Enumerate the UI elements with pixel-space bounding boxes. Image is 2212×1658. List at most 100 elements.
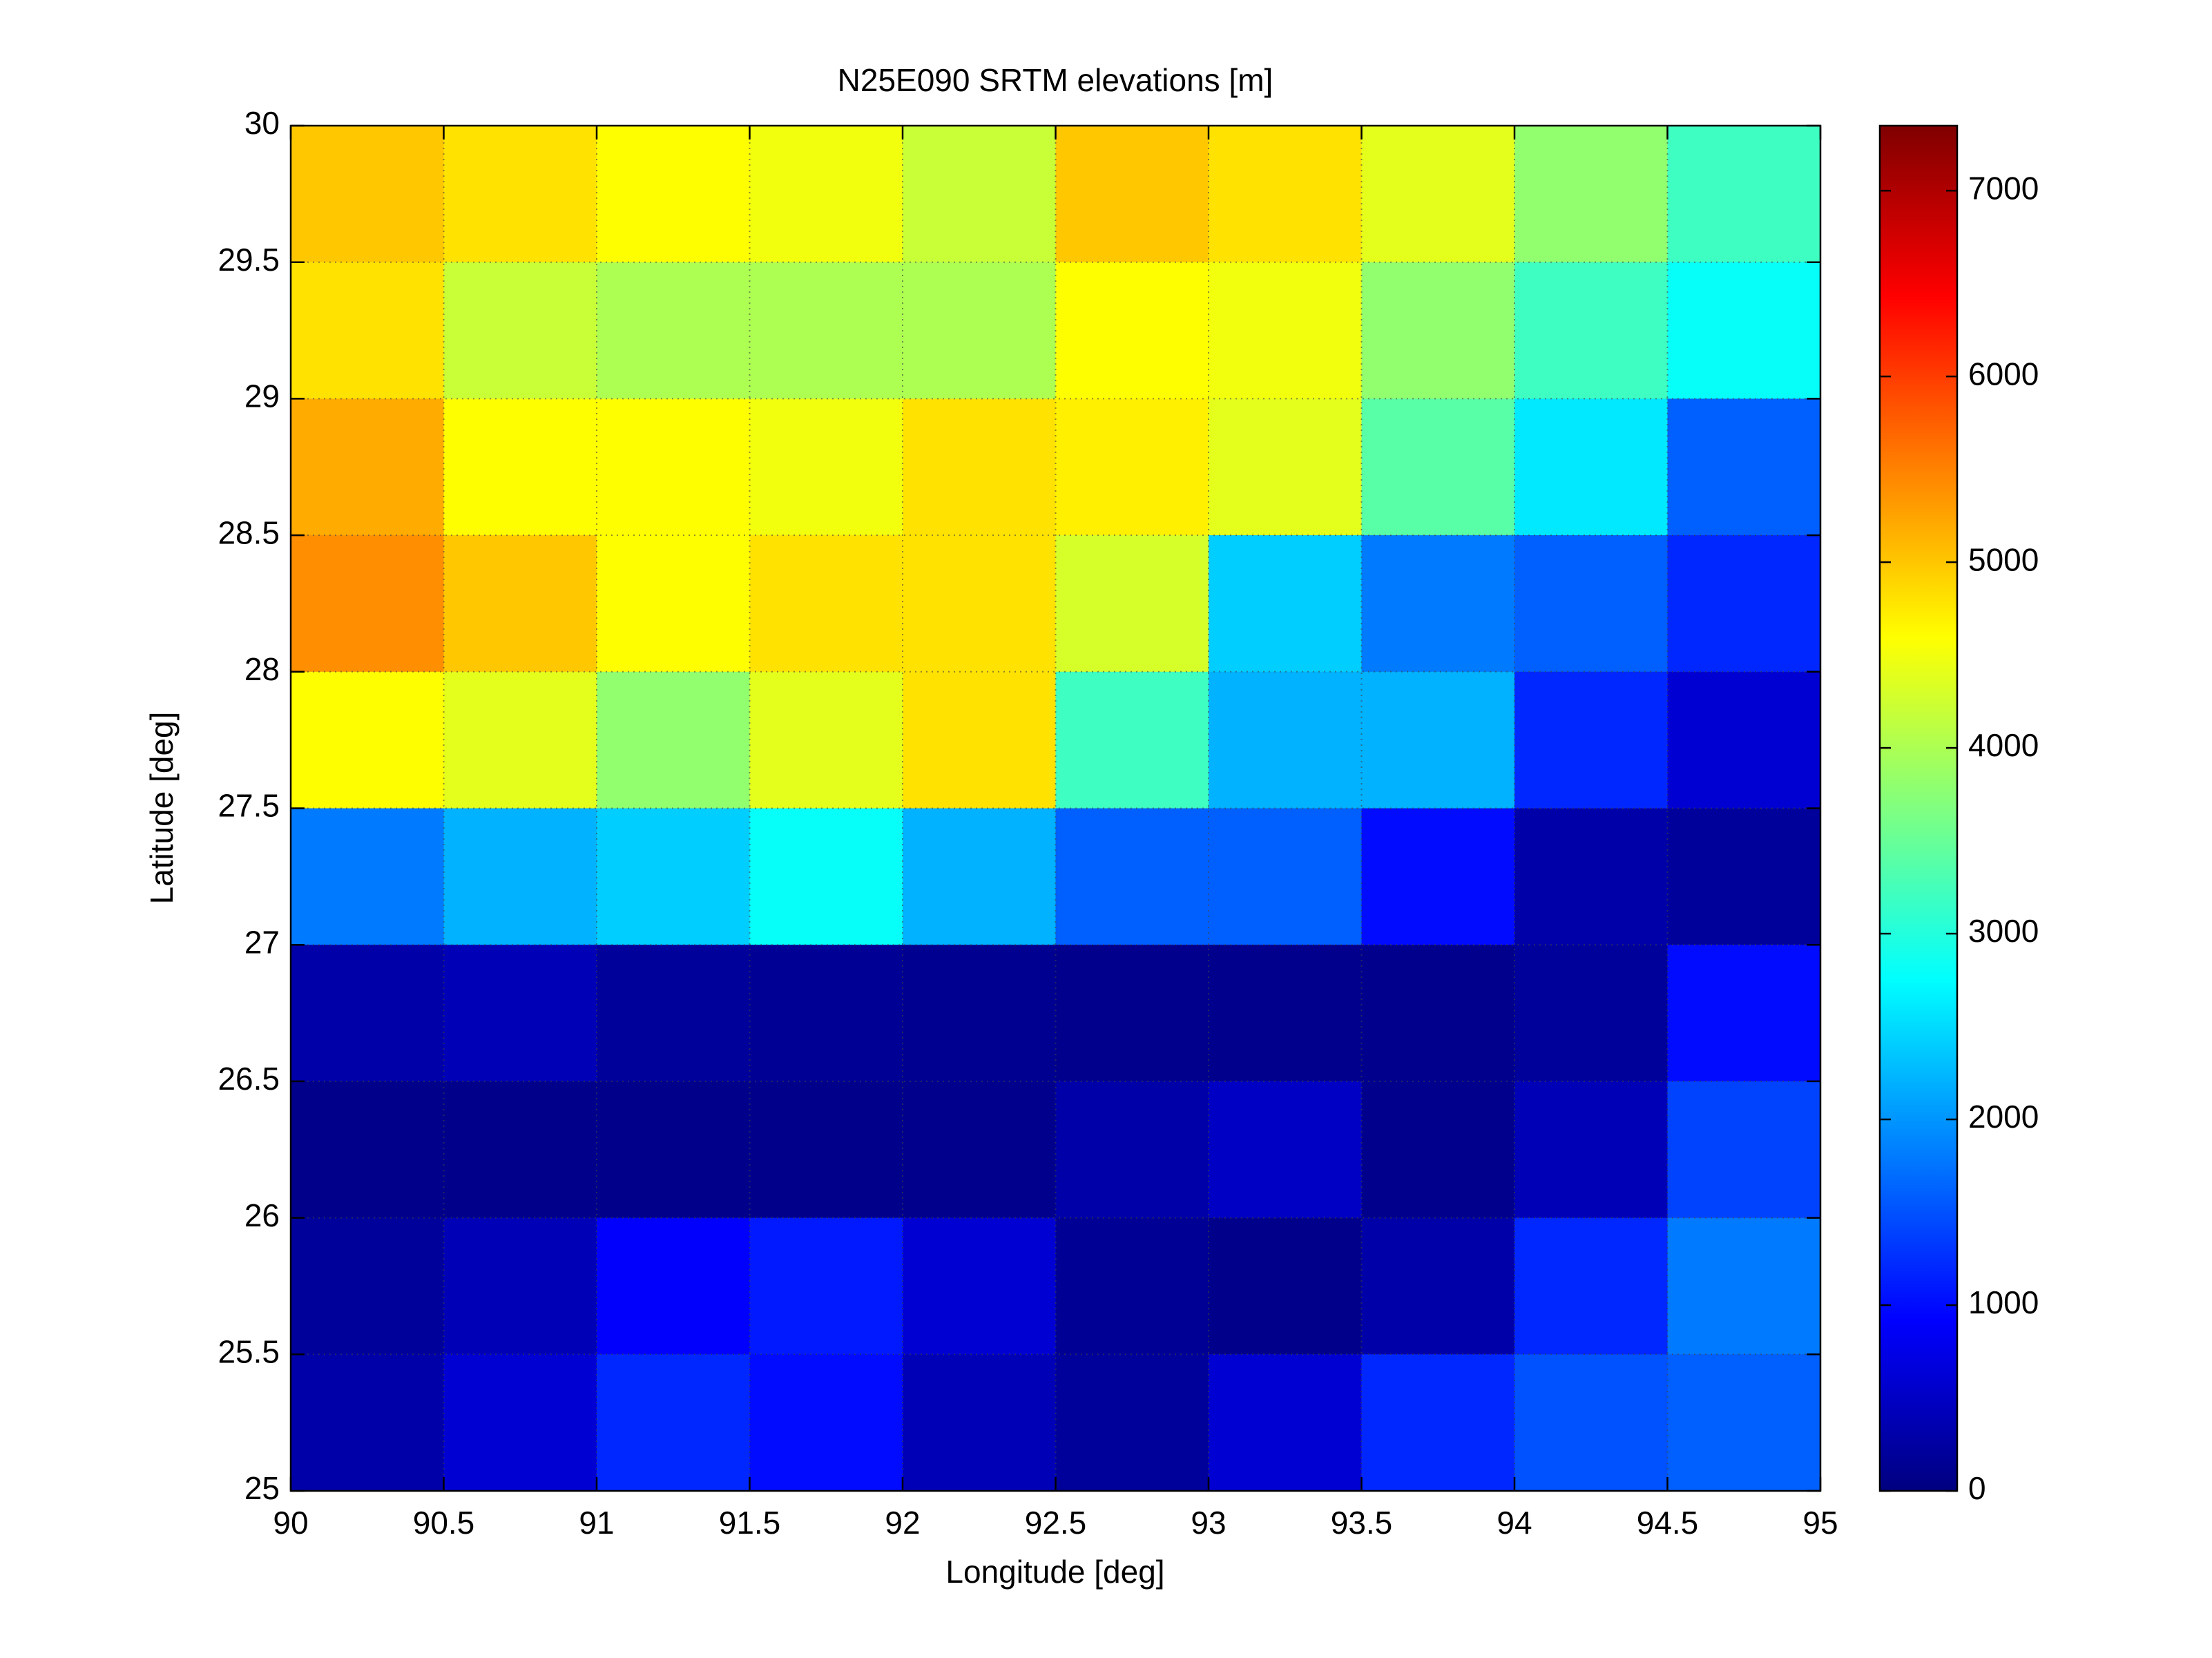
heatmap-cell <box>1667 398 1821 536</box>
heatmap-cell <box>291 1081 444 1219</box>
heatmap-cell <box>597 1217 750 1355</box>
chart-title: N25E090 SRTM elevations [m] <box>838 62 1273 98</box>
heatmap-cell <box>749 945 903 1082</box>
heatmap-cell <box>1361 398 1515 536</box>
x-tick-label: 94.5 <box>1637 1505 1699 1541</box>
heatmap-cell <box>749 262 903 399</box>
y-axis-label: Latitude [deg] <box>144 712 180 905</box>
heatmap-cell <box>1361 1081 1515 1219</box>
heatmap-cell <box>597 1354 750 1492</box>
heatmap-cell <box>1055 808 1209 945</box>
heatmap-cell <box>291 1354 444 1492</box>
heatmap-cell <box>1209 1217 1362 1355</box>
heatmap-cell <box>1667 1081 1821 1219</box>
heatmap-cell <box>597 398 750 536</box>
heatmap-cell <box>1361 126 1515 263</box>
x-tick-label: 94 <box>1497 1505 1532 1541</box>
heatmap-cell <box>291 126 444 263</box>
heatmap-cell <box>1667 1217 1821 1355</box>
heatmap-cell <box>1361 808 1515 945</box>
heatmap-cell <box>291 671 444 809</box>
y-tick-label: 27.5 <box>218 788 280 824</box>
heatmap-cell <box>443 126 597 263</box>
y-tick-label: 29 <box>244 378 280 414</box>
heatmap-cell <box>1667 945 1821 1082</box>
heatmap-cell <box>291 945 444 1082</box>
x-tick-label: 93 <box>1191 1505 1226 1541</box>
heatmap-cell <box>291 1217 444 1355</box>
colorbar <box>1878 124 1959 1492</box>
heatmap-cell <box>1361 671 1515 809</box>
x-tick-label: 91 <box>579 1505 614 1541</box>
colorbar-tick-label: 3000 <box>1968 913 2039 949</box>
heatmap-cell <box>1055 535 1209 673</box>
heatmap-cell <box>1514 262 1668 399</box>
heatmap-cell <box>749 1081 903 1219</box>
heatmap-cell <box>749 535 903 673</box>
heatmap-cell <box>1361 1354 1515 1492</box>
heatmap-cell <box>443 398 597 536</box>
colorbar-tick-label: 7000 <box>1968 170 2039 206</box>
y-tick-label: 28 <box>244 651 280 687</box>
heatmap-cell <box>597 1081 750 1219</box>
colorbar-tick-label: 4000 <box>1968 727 2039 763</box>
colorbar-tick-label: 0 <box>1968 1470 1986 1506</box>
heatmap-cell <box>903 398 1056 536</box>
heatmap-cell <box>443 535 597 673</box>
heatmap-cell <box>749 671 903 809</box>
plot-frame <box>289 124 1822 1492</box>
x-tick-label: 93.5 <box>1331 1505 1393 1541</box>
heatmap-cell <box>597 262 750 399</box>
colorbar-tick-label: 5000 <box>1968 541 2039 577</box>
colorbar-tick-label: 6000 <box>1968 356 2039 392</box>
heatmap-cell <box>443 1217 597 1355</box>
heatmap-cell <box>443 671 597 809</box>
heatmap-cell <box>1209 262 1362 399</box>
heatmap-cell <box>1514 1217 1668 1355</box>
heatmap-cell <box>1209 808 1362 945</box>
heatmap-cell <box>1514 945 1668 1082</box>
heatmap-cell <box>1055 945 1209 1082</box>
y-tick-label: 29.5 <box>218 242 280 278</box>
heatmap-cell <box>597 535 750 673</box>
heatmap-cell <box>903 1354 1056 1492</box>
x-axis-label: Longitude [deg] <box>945 1554 1164 1590</box>
heatmap-cell <box>903 535 1056 673</box>
heatmap-cell <box>597 808 750 945</box>
heatmap-cell <box>1209 398 1362 536</box>
heatmap-cell <box>1514 1354 1668 1492</box>
heatmap-cell <box>1055 1354 1209 1492</box>
heatmap-cell <box>903 1217 1056 1355</box>
heatmap-cell <box>1667 808 1821 945</box>
heatmap-cell <box>1055 1081 1209 1219</box>
x-tick-label: 92.5 <box>1025 1505 1087 1541</box>
heatmap-cell <box>903 808 1056 945</box>
heatmap-cell <box>749 398 903 536</box>
heatmap-cell <box>1209 126 1362 263</box>
heatmap-cell <box>1514 1081 1668 1219</box>
x-tick-label: 95 <box>1802 1505 1838 1541</box>
heatmap-cell <box>1361 945 1515 1082</box>
heatmap-cell <box>1667 1354 1821 1492</box>
colorbar-tick-label: 2000 <box>1968 1099 2039 1135</box>
heatmap-cell <box>1667 262 1821 399</box>
heatmap-cell <box>1209 1354 1362 1492</box>
y-tick-label: 25 <box>244 1470 280 1506</box>
heatmap-cell <box>597 126 750 263</box>
heatmap-cell <box>1209 671 1362 809</box>
heatmap-cell <box>443 262 597 399</box>
heatmap-cell <box>443 1081 597 1219</box>
heatmap-cell <box>443 945 597 1082</box>
heatmap-cell <box>1209 1081 1362 1219</box>
x-tick-label: 92 <box>885 1505 920 1541</box>
x-tick-label: 90 <box>273 1505 308 1541</box>
heatmap-cell <box>749 126 903 263</box>
heatmap-cell <box>1055 126 1209 263</box>
y-tick-label: 26.5 <box>218 1061 280 1097</box>
heatmap-cell <box>597 945 750 1082</box>
x-tick-label: 91.5 <box>719 1505 781 1541</box>
heatmap-cell <box>749 808 903 945</box>
y-tick-label: 25.5 <box>218 1333 280 1369</box>
heatmap-cell <box>1514 126 1668 263</box>
